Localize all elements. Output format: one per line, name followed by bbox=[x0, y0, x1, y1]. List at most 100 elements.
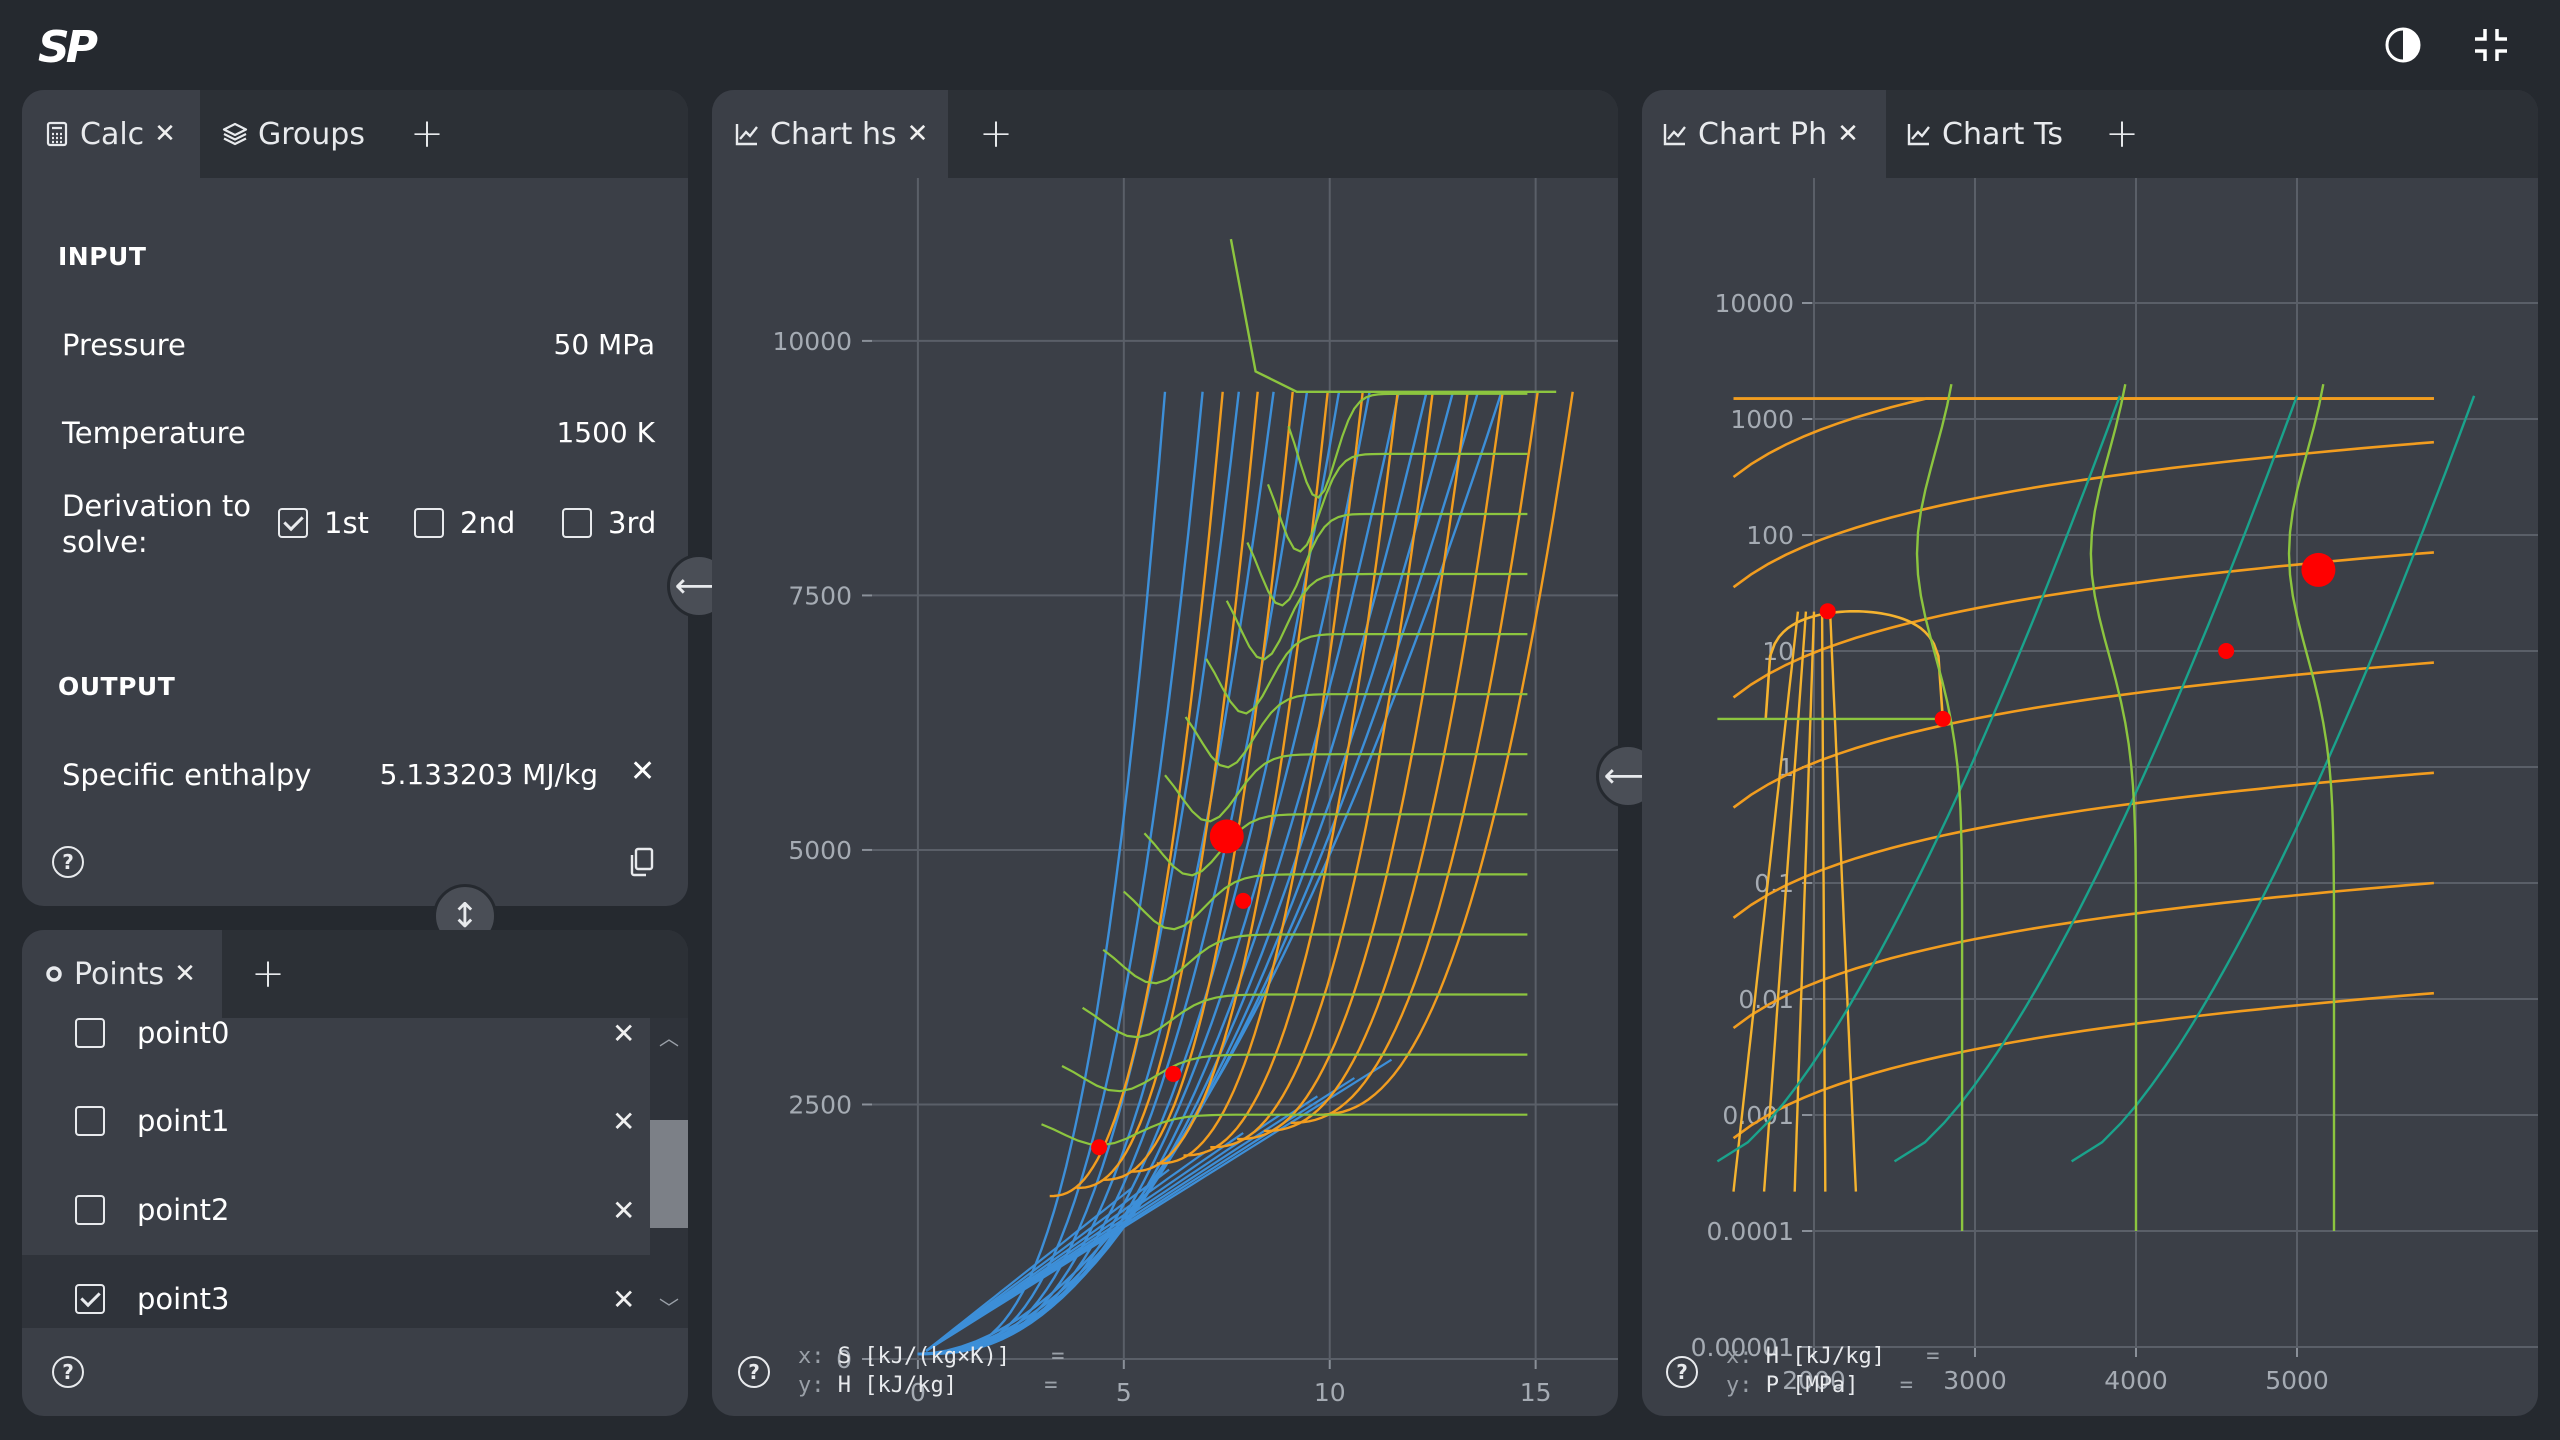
delete-point1-icon[interactable]: ✕ bbox=[612, 1104, 636, 1138]
hs-readout-y-eq: = bbox=[1044, 1373, 1058, 1398]
points-help-icon[interactable]: ? bbox=[52, 1356, 84, 1388]
hs-isobar-line bbox=[917, 391, 1204, 1356]
ph-y-tick-label: 1000 bbox=[1730, 405, 1794, 434]
points-scrollbar[interactable]: ︿ ﹀ bbox=[650, 1018, 688, 1328]
ph-quality-line bbox=[1828, 611, 1858, 1192]
hs-chart[interactable]: 0 5 10 15 0 2500 5000 7500 10000 bbox=[712, 178, 1618, 1416]
point0-name: point0 bbox=[137, 1018, 230, 1050]
scroll-up-arrow-icon[interactable]: ︿ bbox=[659, 1026, 679, 1050]
ph-isotherm-line bbox=[1732, 440, 2435, 589]
ph-isotherm-line bbox=[1732, 661, 2435, 809]
hs-green-line bbox=[1229, 238, 1557, 393]
hs-green-line bbox=[1164, 753, 1528, 823]
point-row-point2[interactable]: point2 ✕ bbox=[22, 1166, 672, 1254]
ph-readout-x-eq: = bbox=[1926, 1344, 1940, 1369]
derivation-3rd-checkbox[interactable] bbox=[562, 508, 592, 538]
point-row-point0[interactable]: point0 ✕ bbox=[22, 1018, 672, 1077]
derivation-2nd-checkbox[interactable] bbox=[414, 508, 444, 538]
hs-y-tick-label: 10000 bbox=[772, 327, 852, 356]
calc-tabbar: Calc ✕ Groups + bbox=[22, 90, 688, 178]
hs-readout-y-label: H [kJ/kg] bbox=[837, 1373, 957, 1398]
add-point-tab-button[interactable]: + bbox=[251, 951, 285, 997]
fullscreen-exit-icon[interactable] bbox=[2468, 22, 2514, 68]
contrast-icon[interactable] bbox=[2380, 22, 2426, 68]
ph-y-tick-label: 10 bbox=[1762, 637, 1794, 666]
ph-state-point bbox=[2218, 643, 2235, 659]
point-row-point3[interactable]: point3 ✕ bbox=[22, 1255, 672, 1328]
hs-y-tick-label: 2500 bbox=[788, 1090, 852, 1119]
hs-isobar-line bbox=[917, 391, 1455, 1356]
delete-point3-icon[interactable]: ✕ bbox=[612, 1282, 636, 1316]
tab-calc[interactable]: Calc ✕ bbox=[22, 90, 200, 178]
ph-readout-x-label: H [kJ/kg] bbox=[1765, 1344, 1885, 1369]
ph-entropy-line bbox=[2070, 395, 2476, 1163]
enthalpy-value: 5.133203 MJ/kg bbox=[379, 758, 598, 791]
hs-state-point bbox=[1165, 1065, 1182, 1082]
remove-output-icon[interactable]: ✕ bbox=[630, 754, 656, 789]
close-tab-chart-hs-icon[interactable]: ✕ bbox=[906, 119, 929, 149]
ph-y-tick-label: 10000 bbox=[1714, 289, 1794, 318]
hs-isobar-line bbox=[925, 1058, 1393, 1352]
hs-isobar-line bbox=[917, 391, 1240, 1356]
tab-points[interactable]: Points ✕ bbox=[22, 930, 222, 1018]
delete-point0-icon[interactable]: ✕ bbox=[612, 1018, 636, 1050]
close-tab-chart-ph-icon[interactable]: ✕ bbox=[1837, 119, 1859, 149]
derivation-1st-checkbox[interactable] bbox=[278, 508, 308, 538]
point1-name: point1 bbox=[137, 1104, 230, 1138]
point0-checkbox[interactable] bbox=[75, 1018, 105, 1048]
hs-green-line bbox=[1081, 993, 1528, 1039]
point1-checkbox[interactable] bbox=[75, 1106, 105, 1136]
close-tab-points-icon[interactable]: ✕ bbox=[174, 959, 196, 989]
derivation-2nd-label: 2nd bbox=[460, 506, 516, 540]
hs-readout-y-prefix: y: bbox=[798, 1373, 825, 1398]
tab-chart-ph-label: Chart Ph bbox=[1698, 116, 1828, 152]
ph-saturation-dome bbox=[1764, 610, 1945, 719]
app-logo: SP bbox=[38, 22, 98, 73]
copy-icon[interactable] bbox=[626, 846, 656, 882]
point3-checkbox[interactable] bbox=[75, 1284, 105, 1314]
scroll-down-arrow-icon[interactable]: ﹀ bbox=[659, 1296, 679, 1320]
point2-checkbox[interactable] bbox=[75, 1195, 105, 1225]
hs-isotherm-line bbox=[1210, 391, 1434, 1149]
hs-green-line bbox=[1041, 1113, 1528, 1147]
ph-state-point bbox=[1934, 710, 1951, 727]
hs-help-icon[interactable]: ? bbox=[738, 1356, 770, 1388]
hs-green-line bbox=[1123, 873, 1528, 931]
hs-isobar-line bbox=[917, 391, 1309, 1356]
ph-readout-x-prefix: x: bbox=[1726, 1344, 1753, 1369]
point-row-point1[interactable]: point1 ✕ bbox=[22, 1077, 672, 1165]
hs-x-tick-label: 0 bbox=[910, 1378, 926, 1407]
tab-groups[interactable]: Groups bbox=[222, 90, 412, 178]
add-chart-tab-button[interactable]: + bbox=[979, 111, 1013, 157]
tab-chart-ph[interactable]: Chart Ph ✕ bbox=[1642, 90, 1886, 178]
help-icon[interactable]: ? bbox=[52, 846, 84, 878]
point3-name: point3 bbox=[137, 1282, 230, 1316]
ph-help-icon[interactable]: ? bbox=[1666, 1356, 1698, 1388]
hs-green-line bbox=[1266, 452, 1528, 553]
add-chart-ph-tab-button[interactable]: + bbox=[2105, 111, 2139, 157]
pressure-value[interactable]: 50 MPa bbox=[553, 328, 655, 361]
tab-chart-hs[interactable]: Chart hs ✕ bbox=[712, 90, 948, 178]
hs-green-line bbox=[1246, 512, 1528, 607]
hs-isotherm-line bbox=[1237, 391, 1469, 1141]
derivation-1st-label: 1st bbox=[324, 506, 369, 540]
derivation-3rd-label: 3rd bbox=[608, 506, 657, 540]
temperature-value[interactable]: 1500 K bbox=[556, 416, 655, 449]
hs-isotherm-line bbox=[1183, 391, 1399, 1157]
hs-green-line bbox=[1184, 693, 1528, 769]
add-tab-button[interactable]: + bbox=[410, 111, 444, 157]
tab-chart-ts[interactable]: Chart Ts bbox=[1906, 90, 2076, 178]
hs-state-point bbox=[1235, 892, 1252, 909]
close-tab-calc-icon[interactable]: ✕ bbox=[154, 119, 176, 149]
hs-points bbox=[1091, 819, 1252, 1156]
chart-ph-panel: Chart Ph ✕ Chart Ts + 2000 3000 4000 5000 0.… bbox=[1642, 90, 2538, 1416]
ph-quality-line bbox=[1820, 611, 1827, 1192]
delete-point2-icon[interactable]: ✕ bbox=[612, 1193, 636, 1227]
ph-readout: x: H [kJ/kg] = y: P [MPa] = bbox=[1726, 1342, 1939, 1400]
line-chart-icon bbox=[1663, 124, 1686, 146]
hs-green-line bbox=[1143, 813, 1528, 877]
hs-green-line bbox=[1225, 572, 1528, 661]
point2-name: point2 bbox=[137, 1193, 230, 1227]
ph-chart[interactable]: 2000 3000 4000 50000.000010.00010.0010.010.… bbox=[1642, 178, 2538, 1416]
scrollbar-thumb[interactable] bbox=[650, 1120, 688, 1228]
